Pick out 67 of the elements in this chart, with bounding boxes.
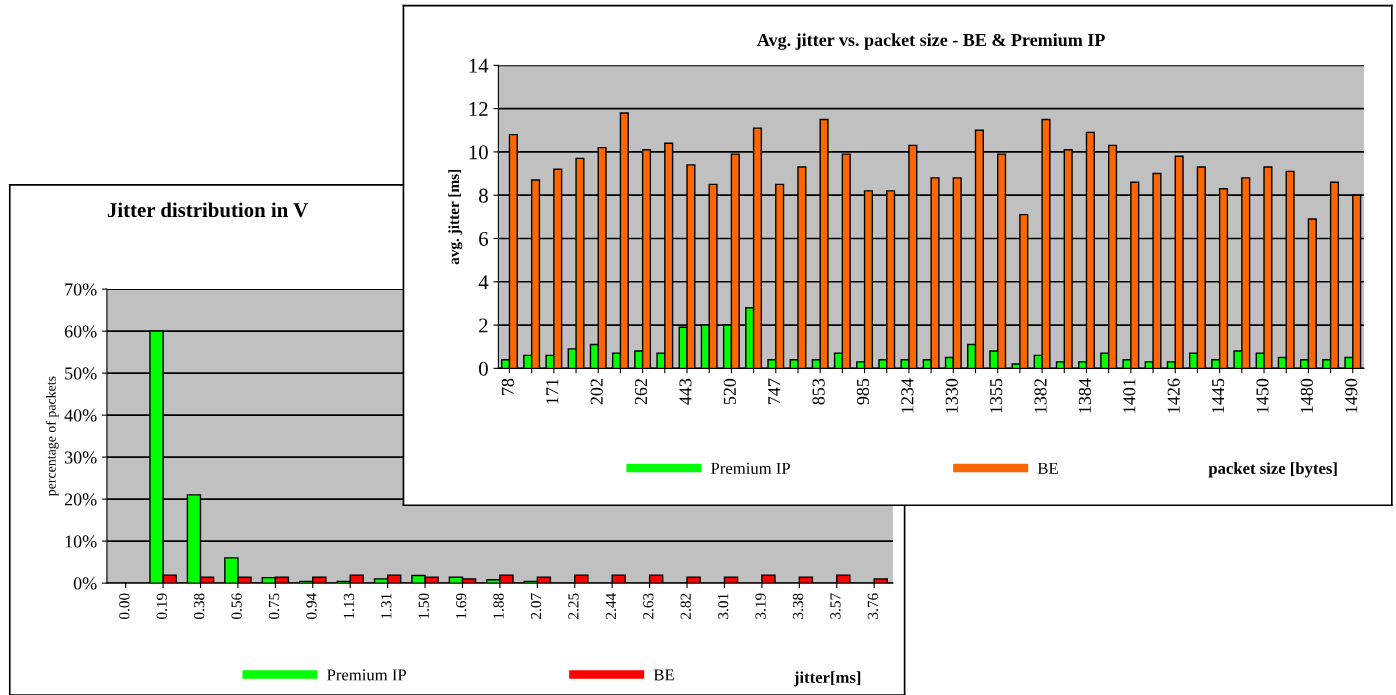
y-tick-label: 10% <box>65 535 97 548</box>
x-tick-label: 1.88 <box>493 593 504 619</box>
x-tick-label: 985 <box>856 378 870 405</box>
y-tick-label: 0% <box>73 577 97 590</box>
legend-label: Premium IP <box>711 462 790 474</box>
y-tick-label: 60% <box>64 325 97 338</box>
legend-label: BE <box>1037 462 1058 474</box>
x-tick-label: 2.82 <box>680 593 691 619</box>
y-tick-label: 0 <box>479 361 488 376</box>
y-tick-label: 12 <box>469 102 488 116</box>
x-tick-label: 747 <box>768 378 781 404</box>
x-tick-label: 2.63 <box>643 593 654 619</box>
x-tick-label: 1384 <box>1078 378 1091 413</box>
x-tick-label: 1445 <box>1212 378 1225 413</box>
x-tick-label: 1.69 <box>456 593 467 619</box>
x-tick-label: 3.57 <box>830 593 841 619</box>
x-tick-label: 1330 <box>945 378 958 413</box>
x-tick-label: 3.19 <box>755 593 766 619</box>
y-tick-label: 14 <box>469 58 489 73</box>
x-tick-label: 202 <box>590 379 603 405</box>
y-tick-label: 2 <box>479 318 488 333</box>
x-tick-label: 3.38 <box>792 593 804 619</box>
x-tick-label: 520 <box>723 378 736 405</box>
x-tick-label: 1450 <box>1256 378 1269 413</box>
x-axis-title: packet size [bytes] <box>1208 462 1337 478</box>
x-tick-label: 1401 <box>1123 379 1136 413</box>
x-tick-label: 0.56 <box>231 593 242 619</box>
x-tick-label: 2.44 <box>605 593 617 619</box>
y-tick-label: 4 <box>478 275 489 289</box>
chart-title: Jitter distribution in V <box>107 202 308 218</box>
x-tick-label: 1.50 <box>418 593 429 619</box>
x-tick-label: 262 <box>635 379 648 405</box>
y-tick-label: 40% <box>64 409 97 422</box>
legend-label: Premium IP <box>327 669 407 681</box>
x-tick-label: 2.25 <box>568 593 579 619</box>
y-axis-title: percentage of packets <box>45 376 59 497</box>
x-tick-label: 171 <box>546 379 559 404</box>
legend-label: BE <box>653 669 674 681</box>
x-tick-label: 853 <box>812 378 825 405</box>
x-tick-label: 0.00 <box>119 593 130 619</box>
x-tick-label: 3.01 <box>717 593 729 619</box>
x-tick-label: 1382 <box>1034 379 1047 413</box>
x-tick-label: 1.13 <box>343 593 355 619</box>
x-tick-label: 1426 <box>1167 378 1180 413</box>
y-tick-label: 8 <box>479 188 488 203</box>
y-tick-label: 30% <box>64 451 97 464</box>
x-tick-label: 0.19 <box>156 593 167 619</box>
x-tick-label: 1480 <box>1300 378 1313 413</box>
x-tick-label: 1355 <box>990 378 1003 413</box>
y-tick-label: 70% <box>65 283 97 296</box>
y-tick-label: 50% <box>65 367 97 380</box>
x-tick-label: 0.38 <box>194 593 205 619</box>
y-tick-label: 6 <box>479 231 489 246</box>
x-tick-label: 2.07 <box>530 593 542 619</box>
x-tick-label: 1.31 <box>381 593 392 619</box>
x-tick-label: 443 <box>679 378 692 405</box>
x-axis-title: jitter[ms] <box>793 671 861 687</box>
x-tick-label: 1490 <box>1345 378 1358 413</box>
x-tick-label: 0.75 <box>268 593 280 619</box>
x-tick-label: 78 <box>501 378 514 395</box>
x-tick-label: 0.94 <box>306 593 317 619</box>
y-tick-label: 20% <box>64 493 97 506</box>
x-tick-label: 1234 <box>901 378 914 413</box>
x-tick-label: 3.76 <box>867 593 879 619</box>
y-tick-label: 10 <box>469 145 488 160</box>
y-axis-title: avg. jitter [ms] <box>448 169 463 265</box>
chart-title: Avg. jitter vs. packet size - BE & Premium IP <box>757 33 1105 50</box>
